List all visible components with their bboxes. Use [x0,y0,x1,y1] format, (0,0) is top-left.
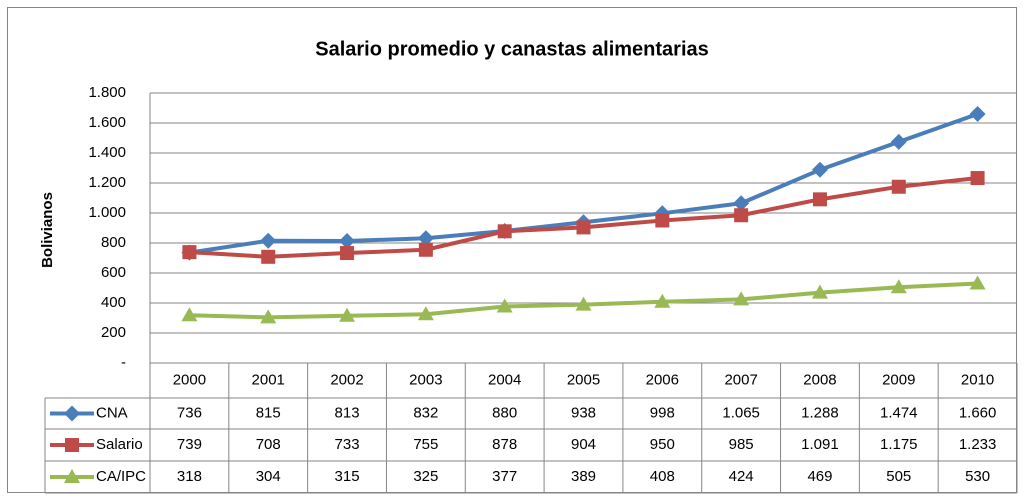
table-cell: 1.660 [959,404,997,421]
table-cell: 424 [729,468,754,485]
table-cell: 998 [650,404,675,421]
x-tick-label: 2008 [803,371,836,388]
table-cell: 325 [413,468,438,485]
table-cell: 389 [571,468,596,485]
legend-label: Salario [96,436,143,453]
point [181,307,198,322]
x-tick-label: 2000 [173,371,206,388]
point [261,249,276,264]
table-cell: 377 [492,468,517,485]
table-cell: 739 [177,436,202,453]
point [182,245,197,260]
point [969,275,986,290]
y-tick-label: 1.200 [88,174,126,191]
point [811,284,828,299]
y-tick-label: 600 [101,264,126,281]
table-cell: 755 [413,436,438,453]
x-tick-label: 2003 [409,371,442,388]
point [733,195,750,212]
point [812,192,827,207]
point [734,208,749,223]
table-cell: 530 [965,468,990,485]
y-tick-label: 200 [101,324,126,341]
table-cell: 813 [335,404,360,421]
chart-title: Salario promedio y canastas alimentarias [315,38,709,60]
point [418,242,433,257]
table-cell: 708 [256,436,281,453]
table-cell: 304 [256,468,281,485]
point [970,171,985,186]
point [260,232,277,249]
table-cell: 408 [650,468,675,485]
legend-marker [64,469,80,483]
x-tick-label: 2001 [252,371,285,388]
table-cell: 904 [571,436,596,453]
point [340,246,355,261]
table-cell: 832 [413,404,438,421]
point [969,106,986,122]
point [890,133,907,150]
point [811,161,828,178]
table-cell: 318 [177,468,202,485]
table-cell: 938 [571,404,596,421]
point [417,306,434,321]
table-cell: 469 [807,468,832,485]
point [260,309,277,324]
point [339,233,356,250]
point [576,220,591,235]
y-tick-label: 400 [101,294,126,311]
x-tick-label: 2004 [488,371,521,388]
table-cell: 1.288 [801,404,839,421]
table-cell: 736 [177,404,202,421]
table-cell: 985 [729,436,754,453]
y-axis-label: Bolivianos [39,192,56,268]
x-tick-label: 2002 [330,371,363,388]
x-tick-label: 2006 [646,371,679,388]
table-cell: 733 [335,436,360,453]
point [733,291,750,306]
point [496,298,513,313]
y-tick-label: 1.600 [88,114,126,131]
table-cell: 505 [886,468,911,485]
point [417,230,434,247]
chart-border [7,7,1017,493]
table-cell: 815 [256,404,281,421]
y-tick-label: 1.000 [88,204,126,221]
y-tick-label: - [121,354,126,371]
point [655,213,670,228]
table-cell: 1.175 [880,436,918,453]
x-tick-label: 2009 [882,371,915,388]
table-cell: 880 [492,404,517,421]
y-tick-label: 800 [101,234,126,251]
x-tick-label: 2010 [961,371,994,388]
table-cell: 1.233 [959,436,997,453]
point [654,293,671,308]
y-tick-label: 1.400 [88,144,126,161]
table-cell: 1.065 [722,404,760,421]
legend-label: CNA [96,404,128,421]
x-tick-label: 2007 [724,371,757,388]
table-cell: 315 [335,468,360,485]
point [575,296,592,311]
table-cell: 878 [492,436,517,453]
legend-label: CA/IPC [96,468,146,485]
point [890,279,907,294]
legend-marker [65,438,79,452]
table-cell: 950 [650,436,675,453]
table-cell: 1.091 [801,436,839,453]
point [497,224,512,239]
legend-marker [64,405,80,422]
y-tick-label: 1.800 [88,84,126,101]
point [339,307,356,322]
table-cell: 1.474 [880,404,918,421]
point [891,179,906,194]
x-tick-label: 2005 [567,371,600,388]
